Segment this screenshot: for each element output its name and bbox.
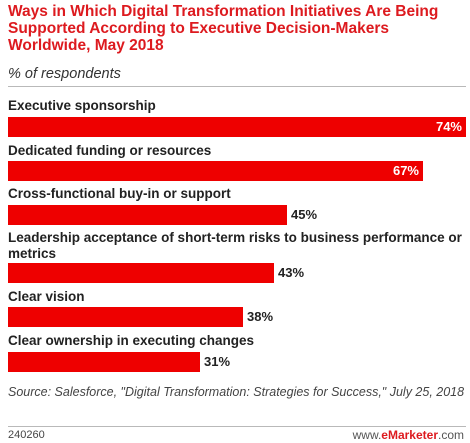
value-label: 43% xyxy=(278,265,305,280)
bar xyxy=(8,117,466,137)
bar xyxy=(8,205,287,225)
value-label: 31% xyxy=(204,354,231,369)
value-label: 67% xyxy=(392,163,419,178)
brand-name: eMarketer xyxy=(381,428,438,442)
bar xyxy=(8,263,274,283)
bar xyxy=(8,307,243,327)
chart-id: 240260 xyxy=(8,429,45,441)
bottom-divider xyxy=(8,426,466,427)
chart-subtitle: % of respondents xyxy=(8,66,121,82)
value-label: 45% xyxy=(291,207,318,222)
brand-logo: www.eMarketer.com xyxy=(353,428,464,442)
bar xyxy=(8,161,423,181)
brand-prefix: www. xyxy=(352,428,382,442)
category-label: Dedicated funding or resources xyxy=(8,143,212,158)
chart-title: Ways in Which Digital Transformation Ini… xyxy=(8,3,439,54)
value-label: 38% xyxy=(247,309,274,324)
category-label: Leadership acceptance of short-term risk… xyxy=(8,230,462,261)
category-label: Cross-functional buy-in or support xyxy=(8,186,231,201)
source-note: Source: Salesforce, "Digital Transformat… xyxy=(8,385,465,399)
bar xyxy=(8,352,200,372)
value-label: 74% xyxy=(435,119,462,134)
top-divider xyxy=(8,86,466,87)
category-label: Clear vision xyxy=(8,289,85,304)
brand-suffix: .com xyxy=(437,428,464,442)
category-label: Clear ownership in executing changes xyxy=(8,333,255,348)
category-label: Executive sponsorship xyxy=(8,98,156,113)
